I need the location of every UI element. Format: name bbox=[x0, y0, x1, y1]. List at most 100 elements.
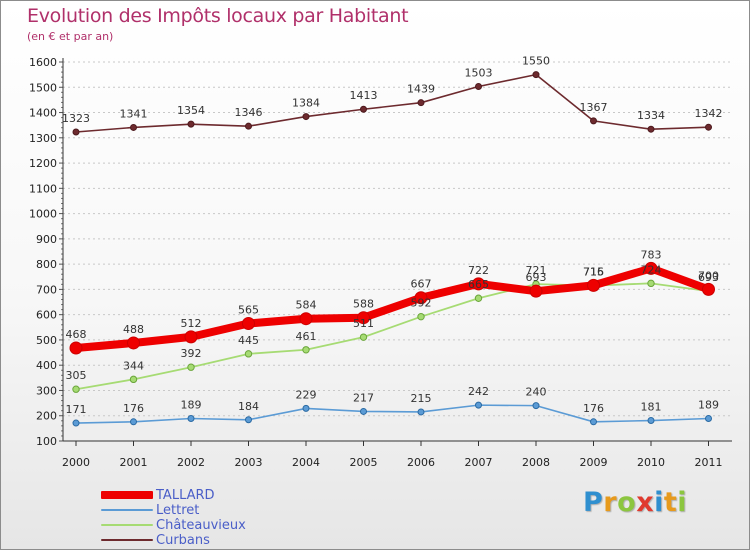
data-label-lettret: 184 bbox=[238, 400, 259, 413]
data-point-tallard bbox=[472, 277, 485, 291]
legend-label: Lettret bbox=[156, 503, 200, 518]
y-tick-label: 700 bbox=[36, 283, 57, 296]
data-label-curbans: 1354 bbox=[177, 104, 205, 117]
data-label-tallard: 584 bbox=[296, 299, 317, 312]
data-label-lettret: 189 bbox=[181, 399, 202, 412]
data-label-lettret: 242 bbox=[468, 385, 489, 398]
data-point-lettret bbox=[475, 401, 482, 409]
y-tick-label: 500 bbox=[36, 334, 57, 347]
data-label-lettret: 176 bbox=[123, 402, 144, 415]
legend-item-tallard: TALLARD bbox=[101, 488, 301, 503]
legend-item-chteauvieux: Châteauvieux bbox=[101, 518, 301, 533]
legend-label: TALLARD bbox=[156, 488, 215, 503]
data-point-chteauvieux bbox=[417, 312, 425, 321]
data-label-lettret: 181 bbox=[641, 401, 662, 414]
y-tick-label: 1600 bbox=[29, 56, 57, 69]
y-tick-label: 1100 bbox=[29, 182, 57, 195]
data-point-tallard bbox=[242, 317, 255, 331]
legend-swatch bbox=[101, 539, 153, 541]
data-label-tallard: 588 bbox=[353, 298, 374, 311]
data-point-chteauvieux bbox=[129, 375, 138, 384]
data-label-chteauvieux: 721 bbox=[526, 264, 547, 277]
data-point-curbans bbox=[475, 83, 482, 91]
data-point-tallard bbox=[702, 282, 715, 296]
data-point-curbans bbox=[590, 117, 597, 125]
y-tick-label: 900 bbox=[36, 233, 57, 246]
data-point-chteauvieux bbox=[72, 385, 80, 393]
data-label-chteauvieux: 693 bbox=[698, 271, 719, 284]
data-label-chteauvieux: 665 bbox=[468, 278, 489, 291]
data-label-curbans: 1439 bbox=[407, 83, 435, 96]
data-label-chteauvieux: 344 bbox=[123, 359, 144, 372]
y-tick-label: 300 bbox=[36, 384, 57, 397]
data-point-curbans bbox=[245, 122, 252, 130]
data-label-tallard: 488 bbox=[123, 323, 144, 336]
data-point-curbans bbox=[417, 99, 425, 107]
series-line-curbans bbox=[75, 73, 710, 133]
data-label-tallard: 667 bbox=[411, 278, 432, 291]
x-tick-label: 2010 bbox=[637, 456, 665, 469]
data-point-tallard bbox=[357, 311, 370, 325]
logo-letter: o bbox=[617, 487, 637, 518]
data-label-chteauvieux: 724 bbox=[641, 263, 662, 276]
chart-title: Evolution des Impôts locaux par Habitant bbox=[27, 5, 409, 27]
y-tick-label: 800 bbox=[36, 258, 57, 271]
data-point-tallard bbox=[299, 312, 313, 326]
data-point-curbans bbox=[72, 128, 80, 136]
data-label-curbans: 1367 bbox=[580, 101, 608, 114]
x-tick-label: 2002 bbox=[177, 456, 205, 469]
data-label-tallard: 722 bbox=[468, 264, 489, 277]
data-point-tallard bbox=[414, 291, 428, 305]
y-tick-label: 600 bbox=[36, 309, 57, 322]
y-tick-label: 100 bbox=[36, 435, 57, 448]
x-tick-label: 2006 bbox=[407, 456, 435, 469]
data-label-chteauvieux: 511 bbox=[353, 317, 374, 330]
data-point-lettret bbox=[532, 402, 540, 410]
data-point-curbans bbox=[302, 113, 310, 121]
data-label-lettret: 176 bbox=[583, 402, 604, 415]
x-tick-label: 2003 bbox=[235, 456, 263, 469]
chart-legend: TALLARD Lettret Châteauvieux Curbans bbox=[101, 488, 301, 548]
data-label-chteauvieux: 715 bbox=[583, 266, 604, 279]
data-point-curbans bbox=[187, 120, 195, 128]
data-point-chteauvieux bbox=[647, 279, 655, 288]
x-tick-label: 2008 bbox=[522, 456, 550, 469]
x-tick-label: 2004 bbox=[292, 456, 320, 469]
y-tick-label: 200 bbox=[36, 410, 57, 423]
data-point-lettret bbox=[130, 418, 137, 426]
data-label-lettret: 217 bbox=[353, 391, 374, 404]
legend-item-lettret: Lettret bbox=[101, 503, 301, 518]
data-point-lettret bbox=[187, 415, 195, 423]
data-point-tallard bbox=[184, 330, 198, 344]
x-tick-label: 2001 bbox=[120, 456, 148, 469]
data-label-curbans: 1346 bbox=[235, 106, 263, 119]
data-point-lettret bbox=[72, 419, 80, 427]
data-label-chteauvieux: 392 bbox=[181, 347, 202, 360]
data-label-curbans: 1323 bbox=[62, 112, 90, 125]
data-point-chteauvieux bbox=[359, 333, 368, 341]
data-point-chteauvieux bbox=[302, 346, 310, 354]
data-point-curbans bbox=[130, 123, 137, 131]
data-label-tallard: 783 bbox=[641, 248, 662, 261]
data-label-curbans: 1341 bbox=[120, 107, 148, 120]
series-line-tallard bbox=[72, 264, 713, 353]
logo-letter: P bbox=[583, 487, 604, 518]
x-tick-label: 2009 bbox=[580, 456, 608, 469]
data-label-chteauvieux: 305 bbox=[66, 369, 87, 382]
data-label-tallard: 565 bbox=[238, 304, 259, 317]
data-point-tallard bbox=[644, 261, 658, 275]
logo-letter: x bbox=[636, 487, 655, 518]
y-tick-label: 1500 bbox=[29, 81, 57, 94]
data-point-lettret bbox=[417, 408, 425, 416]
data-label-chteauvieux: 592 bbox=[411, 297, 432, 310]
data-label-tallard: 512 bbox=[181, 317, 202, 330]
data-label-tallard: 700 bbox=[698, 269, 719, 282]
data-point-lettret bbox=[705, 415, 712, 423]
data-point-lettret bbox=[647, 417, 655, 425]
data-label-lettret: 229 bbox=[296, 388, 317, 401]
data-point-lettret bbox=[245, 416, 252, 424]
data-point-chteauvieux bbox=[187, 363, 195, 371]
x-tick-label: 2000 bbox=[62, 456, 90, 469]
